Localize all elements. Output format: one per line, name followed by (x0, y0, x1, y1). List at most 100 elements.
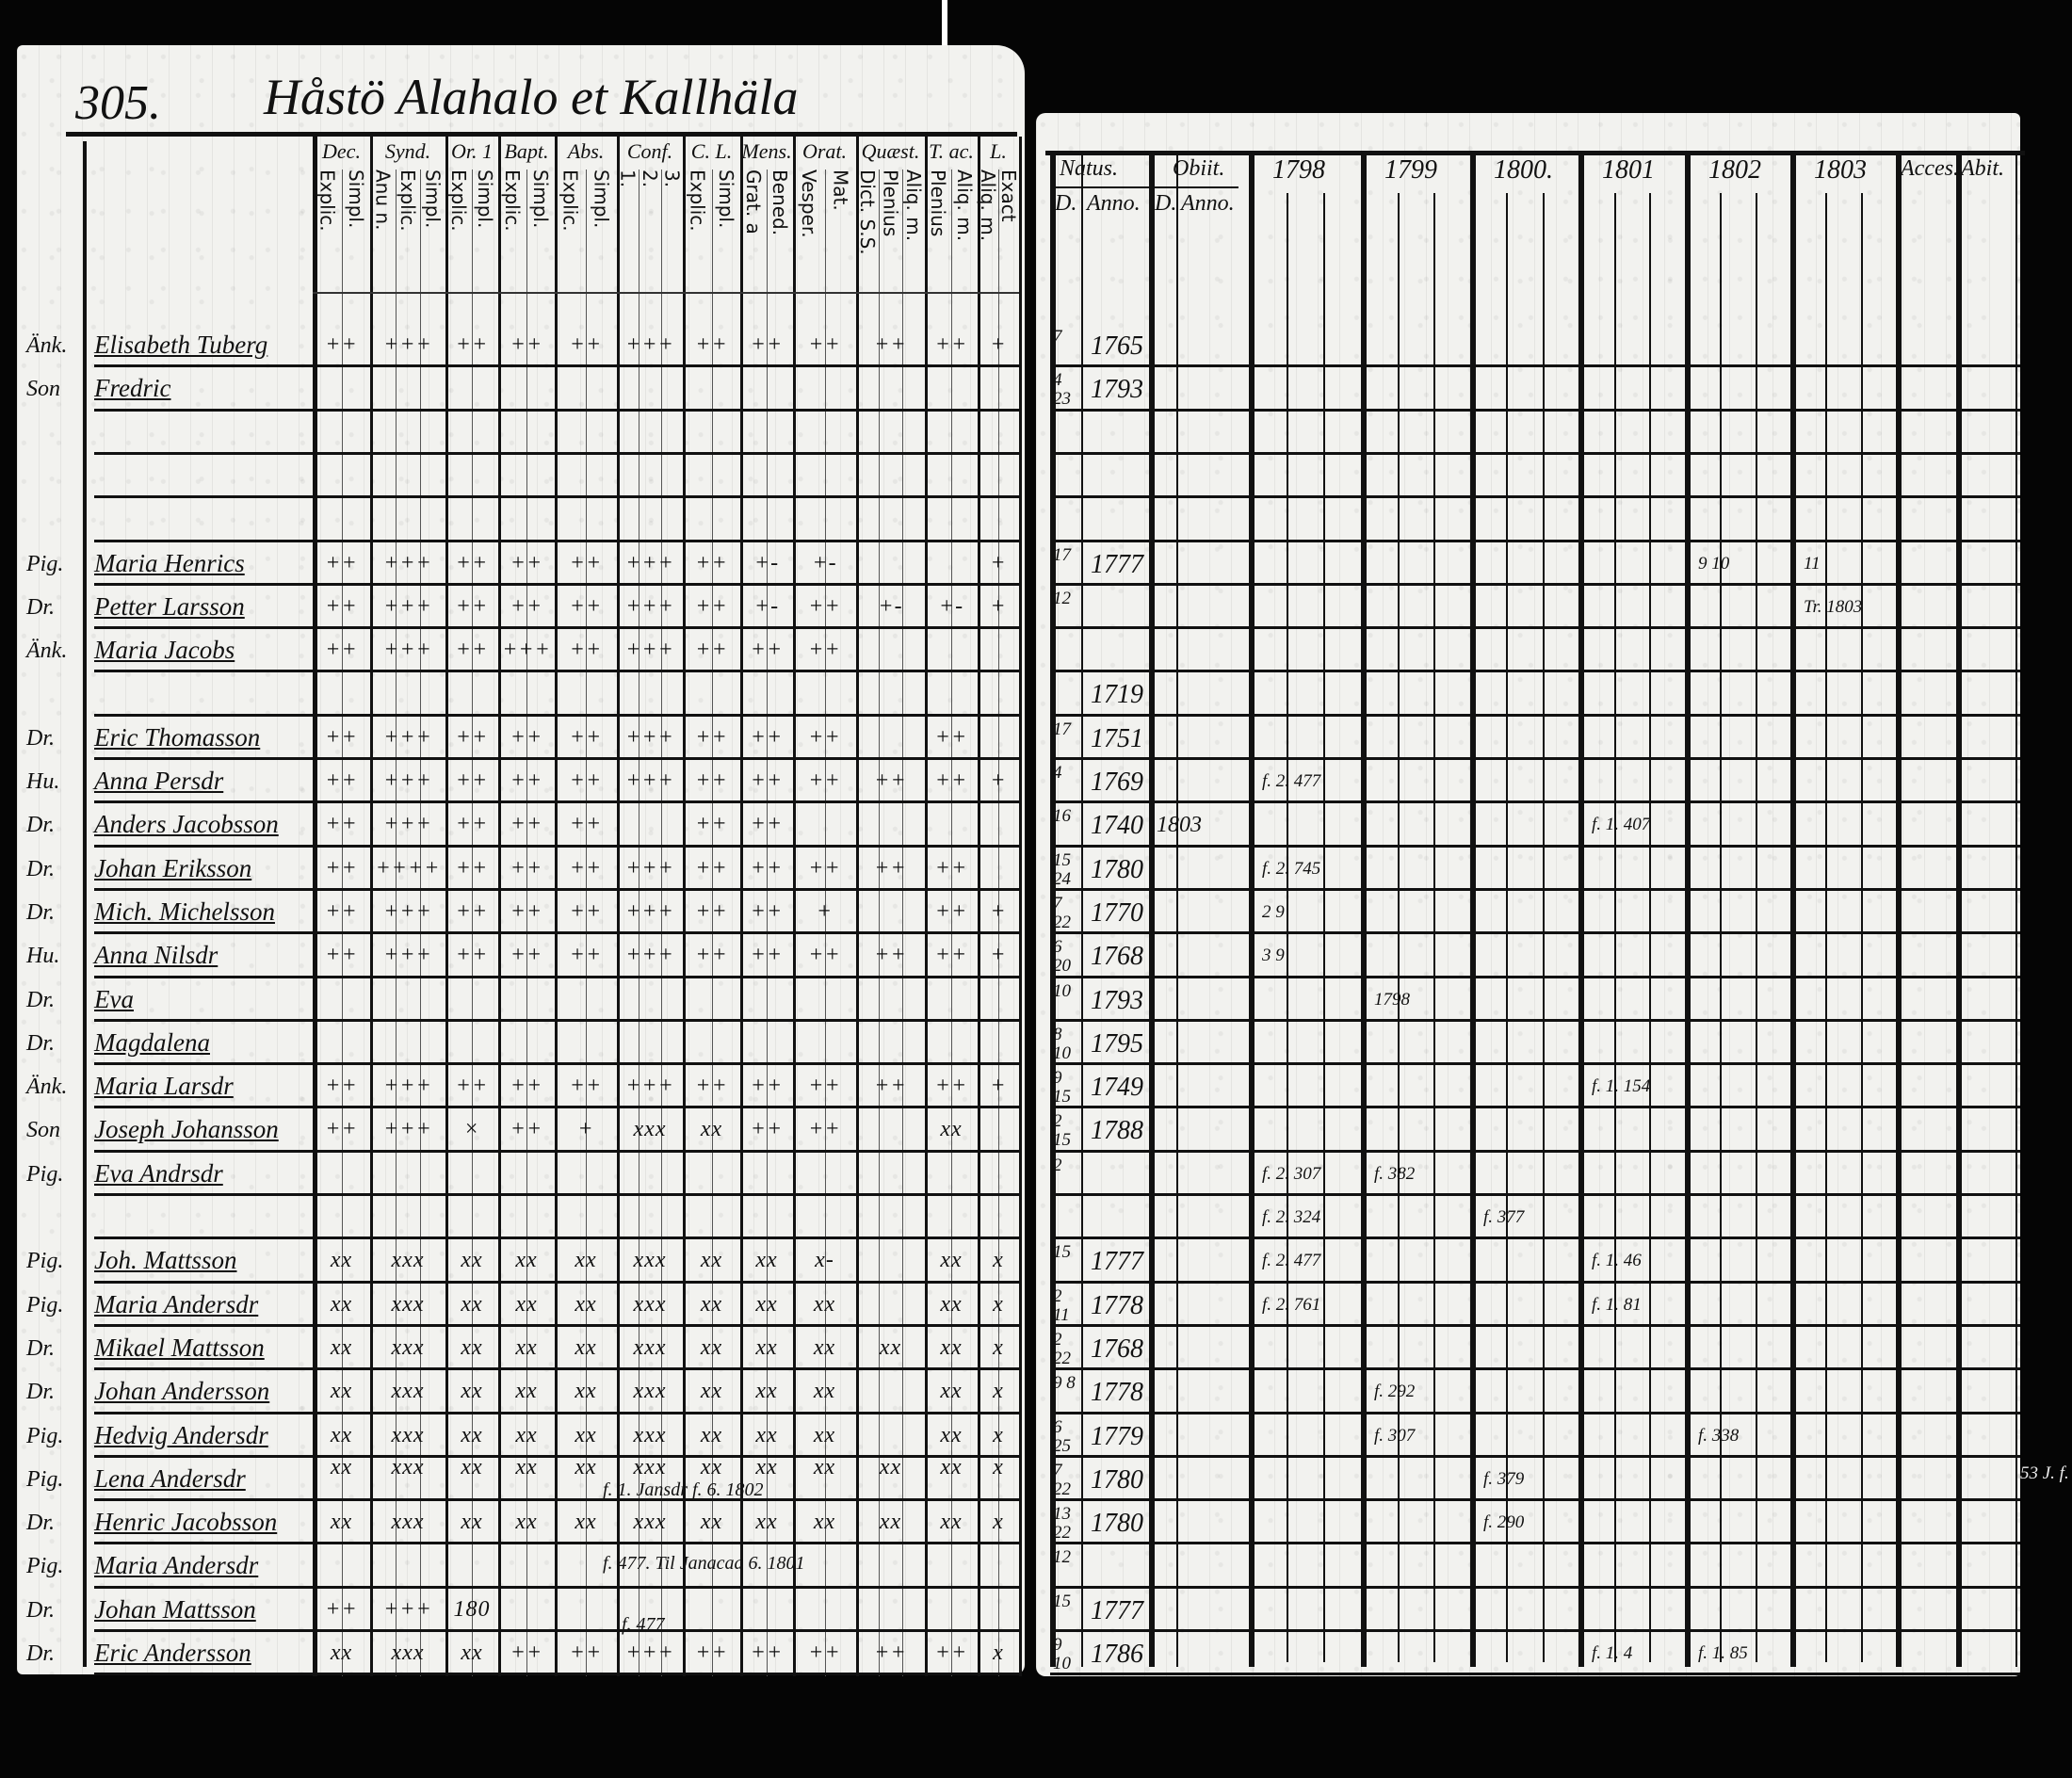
natus-day: 8 10 (1053, 1024, 1071, 1063)
catechism-mark: +++ (383, 332, 432, 357)
catechism-mark: ++ (510, 898, 543, 924)
sub-column-rule (341, 170, 343, 1677)
row-prefix: Änk. (26, 1075, 68, 1100)
sub-column-rule (660, 170, 662, 1677)
catechism-mark: xxx (633, 1248, 667, 1273)
natus-day: 15 (1053, 1591, 1071, 1611)
right-row-rule (1050, 670, 2020, 673)
year-sub-rule (1397, 193, 1400, 1662)
right-page (1036, 113, 2020, 1676)
natus-year: 1780 (1091, 1509, 1143, 1539)
year-sub-rule (1286, 193, 1288, 1662)
right-row-rule (1050, 1673, 2020, 1676)
row-rule (94, 1193, 1019, 1196)
catechism-mark: x (993, 1510, 1004, 1535)
right-column-rule (1081, 151, 1083, 1667)
catechism-mark: xx (515, 1379, 538, 1404)
natus-day: 15 (1053, 1242, 1071, 1263)
obiit-header: Obiit. (1173, 156, 1225, 181)
row-rule (94, 800, 1019, 804)
right-column-rule (1896, 151, 1902, 1667)
catechism-mark: xx (940, 1422, 963, 1447)
catechism-mark: ++ (569, 593, 603, 619)
catechism-mark: xx (515, 1454, 538, 1479)
column-sub-label: 3. (660, 170, 684, 188)
catechism-mark: +++ (625, 943, 674, 968)
catechism-mark: + (990, 1074, 1007, 1099)
row-prefix: Änk. (26, 333, 68, 358)
natus-year: 1769 (1091, 768, 1143, 797)
catechism-mark: ++ (695, 1641, 728, 1665)
catechism-mark: ++ (695, 898, 728, 924)
right-row-rule (1050, 975, 2020, 978)
catechism-mark: +++ (502, 638, 551, 663)
year-sub-rule (1613, 193, 1616, 1662)
person-name: Maria Henrics (94, 548, 245, 577)
year-entry: f. 338 (1698, 1425, 1740, 1446)
right-row-rule (1050, 757, 2020, 760)
row-rule (94, 1542, 1019, 1545)
sub-column-rule (586, 170, 587, 1677)
column-sub-label: Explic. (447, 170, 470, 232)
year-entry: f. 1. 85 (1698, 1643, 1748, 1663)
natus-day: 9 10 (1053, 1635, 1071, 1673)
natus-day: 9 8 (1053, 1373, 1076, 1394)
catechism-mark: ++ (325, 724, 358, 750)
row-rule (94, 451, 1019, 455)
year-sub-rule (1323, 193, 1326, 1662)
column-group-label: Orat. (801, 139, 848, 163)
natus-year: 1777 (1091, 1595, 1143, 1625)
catechism-mark: +- (753, 550, 780, 575)
catechism-mark: ++ (874, 332, 907, 357)
catechism-mark: xx (461, 1641, 483, 1665)
catechism-mark: ++ (569, 332, 603, 357)
catechism-mark: ++ (750, 812, 784, 837)
natus-day: 10 (1053, 980, 1071, 1001)
year-entry: f. 2. 324 (1262, 1207, 1321, 1227)
catechism-mark: xxx (633, 1334, 667, 1360)
catechism-mark: ++ (510, 855, 543, 881)
right-header-rule (1045, 151, 2025, 155)
catechism-mark: xx (813, 1422, 836, 1447)
row-rule (94, 975, 1019, 978)
catechism-mark: ++ (934, 724, 968, 750)
row-prefix: Pig. (26, 551, 64, 576)
year-entry: f. 2. 745 (1262, 858, 1321, 879)
catechism-mark: xx (813, 1510, 836, 1535)
catechism-mark: xxx (391, 1248, 425, 1273)
person-name: Joseph Johansson (94, 1115, 279, 1144)
right-row-rule (1050, 539, 2020, 542)
row-rule (94, 582, 1019, 586)
catechism-mark: xxx (391, 1334, 425, 1360)
catechism-mark: +- (938, 593, 964, 619)
catechism-mark: + (990, 943, 1007, 968)
catechism-mark: xx (813, 1379, 836, 1404)
person-name: Maria Andersdr (94, 1289, 259, 1318)
person-name: Johan Eriksson (94, 853, 252, 882)
year-entry: f. 382 (1374, 1163, 1416, 1184)
catechism-mark: ++ (510, 1641, 543, 1665)
row-rule (94, 670, 1019, 673)
catechism-mark: xx (700, 1248, 723, 1273)
row-rule (94, 364, 1019, 368)
row-prefix: Dr. (26, 1641, 56, 1666)
year-entry: f. 2. 761 (1262, 1294, 1321, 1315)
year-entry: f. 290 (1483, 1512, 1525, 1533)
catechism-mark: xxx (391, 1422, 425, 1447)
person-name: Hedvig Andersdr (94, 1420, 268, 1449)
catechism-mark: xx (515, 1510, 538, 1535)
page-number: 305. (75, 76, 161, 130)
catechism-mark: ++ (874, 1074, 907, 1099)
natus-subheader-rule (1050, 186, 1238, 188)
catechism-mark: ++ (569, 724, 603, 750)
natus-day: 7 22 (1053, 1460, 1071, 1499)
catechism-mark: xx (575, 1248, 597, 1273)
catechism-mark: xx (575, 1422, 597, 1447)
row-rule (94, 495, 1019, 499)
year-sub-rule (1755, 193, 1757, 1662)
catechism-mark: xx (940, 1291, 963, 1317)
year-sub-rule (1649, 193, 1652, 1662)
natus-year: 1777 (1091, 1247, 1143, 1277)
natus-year: 1765 (1091, 331, 1143, 361)
column-sub-label: Bened. (769, 170, 791, 236)
